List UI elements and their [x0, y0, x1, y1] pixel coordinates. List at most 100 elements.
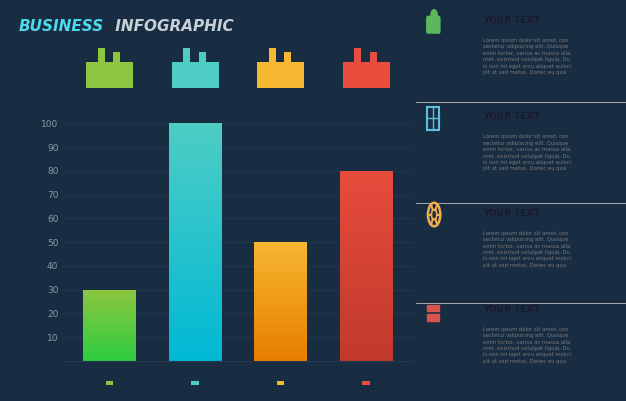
Bar — [340, 241, 393, 244]
Bar — [340, 199, 393, 203]
Bar — [83, 337, 136, 338]
Bar — [168, 325, 222, 329]
Bar — [168, 329, 222, 333]
Bar — [254, 333, 307, 335]
Bar — [168, 167, 222, 171]
Bar — [83, 354, 136, 355]
Bar — [340, 342, 393, 345]
Text: YOUR TEXT: YOUR TEXT — [483, 305, 540, 314]
Bar — [254, 355, 307, 357]
Bar — [254, 264, 307, 266]
Bar — [254, 343, 307, 345]
Bar — [340, 301, 393, 304]
Bar — [340, 323, 393, 326]
Bar — [168, 143, 222, 147]
Bar — [340, 358, 393, 361]
Bar — [340, 278, 393, 282]
Bar — [340, 263, 393, 266]
Bar — [257, 62, 304, 88]
Bar — [254, 279, 307, 282]
Bar — [168, 313, 222, 317]
Bar — [254, 337, 307, 339]
Bar — [277, 381, 284, 385]
Bar — [340, 234, 393, 237]
Bar — [83, 302, 136, 303]
Text: Lorem ipsum dolor sit amet, con
sectetur adipiscing elit. Quisque
enim tortor, v: Lorem ipsum dolor sit amet, con sectetur… — [483, 38, 572, 75]
Bar — [340, 253, 393, 256]
Bar — [83, 304, 136, 305]
Bar — [168, 254, 222, 258]
Bar — [83, 308, 136, 309]
Bar — [168, 290, 222, 294]
Bar — [168, 171, 222, 175]
Bar — [340, 345, 393, 348]
Bar — [254, 302, 307, 304]
FancyBboxPatch shape — [427, 16, 440, 33]
Bar — [340, 272, 393, 275]
Bar — [354, 48, 361, 66]
Bar — [254, 357, 307, 359]
Bar — [340, 354, 393, 358]
Bar — [83, 298, 136, 299]
Bar — [168, 357, 222, 361]
Bar — [370, 52, 377, 66]
Bar — [192, 381, 199, 385]
Bar — [340, 282, 393, 285]
Bar — [168, 294, 222, 298]
Bar — [254, 254, 307, 256]
Bar — [340, 215, 393, 218]
Bar — [340, 206, 393, 209]
Bar — [254, 270, 307, 272]
Text: Lorem ipsum dolor sit amet, con
sectetur adipiscing elit. Quisque
enim tortor, v: Lorem ipsum dolor sit amet, con sectetur… — [483, 134, 572, 171]
Bar — [254, 260, 307, 262]
Bar — [340, 329, 393, 332]
Bar — [254, 345, 307, 347]
Bar — [83, 352, 136, 354]
Bar — [83, 314, 136, 316]
Bar — [83, 318, 136, 319]
Bar — [340, 193, 393, 196]
Bar — [172, 62, 218, 88]
Bar — [168, 218, 222, 222]
Bar — [340, 190, 393, 193]
Bar — [340, 196, 393, 199]
Bar — [83, 328, 136, 329]
Bar — [340, 250, 393, 253]
Bar — [168, 242, 222, 246]
Bar — [254, 277, 307, 280]
Bar — [254, 313, 307, 315]
Bar — [168, 203, 222, 207]
Bar — [168, 163, 222, 167]
Bar — [340, 288, 393, 291]
Bar — [83, 329, 136, 330]
Bar — [254, 294, 307, 296]
Bar — [340, 339, 393, 342]
Bar — [83, 346, 136, 348]
Bar — [342, 62, 389, 88]
Text: INFOGRAPHIC: INFOGRAPHIC — [110, 18, 233, 34]
Bar — [83, 303, 136, 304]
Bar — [168, 306, 222, 310]
Bar — [168, 274, 222, 278]
Bar — [254, 248, 307, 250]
Bar — [168, 151, 222, 155]
Bar — [83, 332, 136, 334]
Bar — [83, 322, 136, 323]
Bar — [168, 222, 222, 226]
Bar — [427, 305, 439, 311]
Bar — [254, 268, 307, 270]
Bar — [254, 258, 307, 260]
Bar — [168, 214, 222, 218]
Bar — [86, 62, 133, 88]
Bar — [168, 309, 222, 313]
Bar — [254, 331, 307, 333]
Bar — [340, 183, 393, 186]
Bar — [427, 107, 439, 130]
Bar — [340, 221, 393, 225]
Bar — [362, 381, 370, 385]
Bar — [254, 319, 307, 321]
Bar — [168, 230, 222, 234]
Bar — [254, 327, 307, 329]
Bar — [340, 174, 393, 177]
Bar — [83, 313, 136, 314]
